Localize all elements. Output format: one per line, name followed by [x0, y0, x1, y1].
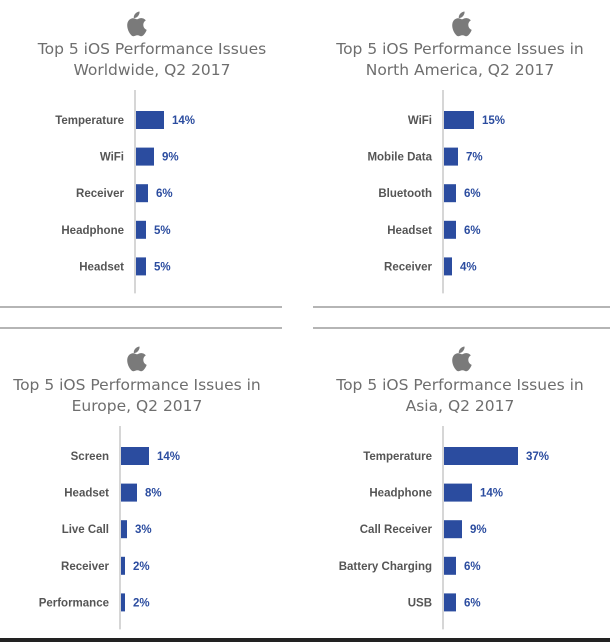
divider-top-left: [0, 306, 282, 308]
category-label: Headset: [387, 225, 432, 237]
value-label: 4%: [460, 261, 477, 273]
bar: [136, 111, 164, 129]
value-label: 9%: [162, 152, 179, 164]
panel-title: Top 5 iOS Performance Issues in Europe, …: [13, 376, 261, 415]
value-label: 14%: [480, 488, 503, 500]
category-label: USB: [408, 597, 432, 609]
value-label: 5%: [154, 225, 171, 237]
value-label: 2%: [133, 561, 150, 573]
category-label: Battery Charging: [339, 561, 432, 573]
bar: [136, 147, 154, 166]
value-label: 8%: [145, 488, 162, 500]
panel-worldwide: Top 5 iOS Performance Issues Worldwide, …: [2, 0, 302, 300]
panel-title: Top 5 iOS Performance Issues in Asia, Q2…: [336, 376, 584, 415]
bar: [444, 520, 462, 539]
bottom-border: [0, 638, 610, 642]
apple-logo-icon: [127, 346, 147, 372]
value-label: 6%: [464, 561, 481, 573]
value-label: 7%: [466, 152, 483, 164]
bar: [444, 220, 456, 239]
bar: [444, 147, 458, 166]
bar-chart: Temperature 14% WiFi 9% Receiver 6% Headphone 5…: [55, 90, 195, 294]
value-label: 5%: [154, 261, 171, 273]
category-label: Mobile Data: [367, 152, 432, 164]
divider-bottom-right: [313, 327, 610, 329]
value-label: 6%: [464, 225, 481, 237]
category-label: Receiver: [384, 261, 432, 273]
bar: [121, 447, 149, 465]
bar: [121, 593, 125, 612]
bar: [121, 556, 125, 575]
value-label: 15%: [482, 115, 505, 127]
panel-europe: Top 5 iOS Performance Issues in Europe, …: [0, 336, 287, 636]
value-label: 37%: [526, 451, 549, 463]
panel-north-america: Top 5 iOS Performance Issues in North Am…: [310, 0, 610, 300]
bar: [444, 447, 518, 465]
bar: [444, 184, 456, 203]
category-label: WiFi: [100, 152, 124, 164]
category-label: Receiver: [61, 561, 109, 573]
value-label: 6%: [464, 597, 481, 609]
divider-top-right: [313, 306, 610, 308]
bar-chart: WiFi 15% Mobile Data 7% Bluetooth 6% Headset 6%…: [367, 90, 505, 294]
value-label: 6%: [156, 188, 173, 200]
category-label: Headphone: [369, 488, 432, 500]
category-label: Call Receiver: [360, 524, 433, 536]
category-label: Headset: [79, 261, 124, 273]
bar: [444, 257, 452, 276]
value-label: 2%: [133, 597, 150, 609]
bar: [121, 520, 127, 539]
category-label: Live Call: [62, 524, 109, 536]
panel-title: Top 5 iOS Performance Issues Worldwide, …: [37, 40, 267, 79]
category-label: Headset: [64, 488, 109, 500]
bar-chart: Temperature 37% Headphone 14% Call Receiver 9…: [339, 426, 549, 630]
bar: [121, 483, 137, 502]
apple-logo-icon: [452, 11, 472, 37]
bar: [444, 111, 474, 129]
panel-asia: Top 5 iOS Performance Issues in Asia, Q2…: [310, 336, 610, 636]
category-label: Bluetooth: [378, 188, 432, 200]
apple-logo-icon: [127, 11, 147, 37]
category-label: Performance: [39, 597, 109, 609]
bar: [444, 593, 456, 612]
apple-logo-icon: [452, 346, 472, 372]
category-label: Receiver: [76, 188, 124, 200]
category-label: Screen: [71, 451, 109, 463]
bar: [136, 257, 146, 276]
bar-chart: Screen 14% Headset 8% Live Call 3% Receiver 2% P…: [39, 426, 180, 630]
bar: [444, 556, 456, 575]
category-label: Headphone: [61, 225, 124, 237]
value-label: 3%: [135, 524, 152, 536]
bar: [136, 220, 146, 239]
value-label: 14%: [157, 451, 180, 463]
value-label: 9%: [470, 524, 487, 536]
bar: [136, 184, 148, 203]
panel-title: Top 5 iOS Performance Issues in North Am…: [336, 40, 584, 79]
value-label: 6%: [464, 188, 481, 200]
category-label: WiFi: [408, 115, 432, 127]
category-label: Temperature: [363, 451, 432, 463]
bar: [444, 483, 472, 502]
divider-bottom-left: [0, 327, 282, 329]
category-label: Temperature: [55, 115, 124, 127]
value-label: 14%: [172, 115, 195, 127]
